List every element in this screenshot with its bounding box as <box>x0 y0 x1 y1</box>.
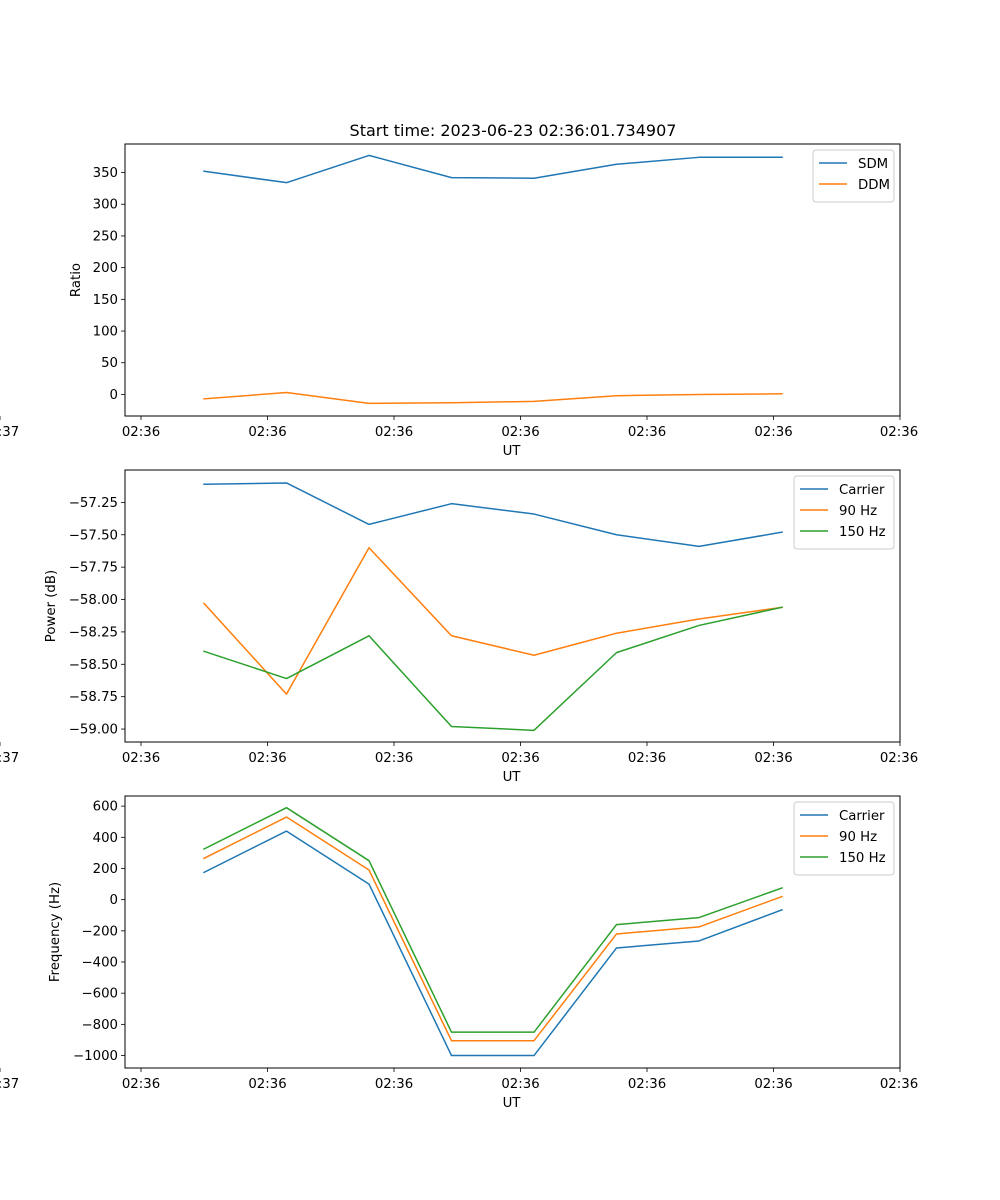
figure-title: Start time: 2023-06-23 02:36:01.734907 <box>350 121 677 140</box>
y-tick-label: −200 <box>81 924 118 939</box>
y-tick-label: 200 <box>93 862 118 877</box>
legend-entry: 150 Hz <box>839 525 886 540</box>
x-tick-label: 02:36 <box>628 1077 666 1092</box>
x-tick-label: 02:36 <box>122 751 160 766</box>
x-tick-label: 02:36 <box>248 751 286 766</box>
x-tick-label: 02:36 <box>754 425 792 440</box>
y-tick-label: −58.75 <box>69 690 118 705</box>
x-tick-label: 02:36 <box>375 1077 413 1092</box>
axes-frame <box>124 795 901 1069</box>
series-line-150-hz <box>203 606 783 732</box>
y-tick-label: −59.00 <box>69 723 118 738</box>
legend-entry: 90 Hz <box>839 504 877 519</box>
y-axis-label: Ratio <box>69 263 84 297</box>
x-tick-label: 02:37 <box>0 751 19 766</box>
series-line-carrier <box>202 830 783 1057</box>
y-tick-label: 150 <box>93 293 118 308</box>
x-tick-label: 02:36 <box>754 751 792 766</box>
series-line-sdm <box>203 154 783 184</box>
axes-frame <box>124 143 901 417</box>
x-tick-label: 02:36 <box>880 425 918 440</box>
x-tick-label: 02:36 <box>880 1077 918 1092</box>
y-axis-label: Power (dB) <box>44 570 59 642</box>
legend: Carrier 90 Hz 150 Hz <box>793 801 895 876</box>
series-line-90-hz <box>202 816 783 1042</box>
y-tick-label: 200 <box>93 261 118 276</box>
y-tick-label: 0 <box>110 893 118 908</box>
y-tick-label: 0 <box>110 388 118 403</box>
series-line-150-hz <box>202 806 783 1033</box>
y-tick-label: −400 <box>81 956 118 971</box>
legend-entry: Carrier <box>839 809 885 824</box>
subplot-2: 02:36 02:36 02:36 02:36 02:36 02:36 02:36 02:37… <box>0 469 918 785</box>
y-tick-label: 350 <box>93 166 118 181</box>
x-tick-label: 02:36 <box>880 751 918 766</box>
subplot-3: 02:36 02:36 02:36 02:36 02:36 02:36 02:36 02:37… <box>0 795 918 1111</box>
x-tick-label: 02:36 <box>375 751 413 766</box>
y-tick-label: 100 <box>93 325 118 340</box>
legend-entry: 90 Hz <box>839 830 877 845</box>
y-tick-label: −57.50 <box>69 528 118 543</box>
x-tick-label: 02:36 <box>754 1077 792 1092</box>
x-tick-label: 02:36 <box>628 425 666 440</box>
series-line-90-hz <box>202 546 783 695</box>
axes-frame <box>124 469 901 743</box>
y-tick-label: −600 <box>81 987 118 1002</box>
x-tick-label: 02:36 <box>628 751 666 766</box>
x-tick-label: 02:36 <box>501 751 539 766</box>
legend: Carrier 90 Hz 150 Hz <box>793 475 895 550</box>
subplots: 02:36 02:36 02:36 02:36 02:36 02:36 02:36 02:37… <box>0 143 918 1111</box>
legend-entry: SDM <box>858 157 888 172</box>
y-tick-label: 50 <box>101 356 118 371</box>
y-tick-label: −58.50 <box>69 658 118 673</box>
x-axis-label: UT <box>503 444 522 459</box>
series-line-ddm <box>203 391 783 405</box>
x-tick-label: 02:37 <box>0 425 19 440</box>
y-axis-label: Frequency (Hz) <box>48 882 63 982</box>
y-tick-label: 250 <box>93 229 118 244</box>
x-tick-label: 02:37 <box>0 1077 19 1092</box>
legend-entry: DDM <box>858 178 890 193</box>
y-tick-label: 300 <box>93 198 118 213</box>
x-tick-label: 02:36 <box>122 425 160 440</box>
x-tick-label: 02:36 <box>122 1077 160 1092</box>
legend: SDM DDM <box>812 149 895 203</box>
y-tick-label: −800 <box>81 1018 118 1033</box>
x-tick-label: 02:36 <box>248 1077 286 1092</box>
subplot-1: 02:36 02:36 02:36 02:36 02:36 02:36 02:36 02:37… <box>0 143 918 459</box>
y-tick-label: −58.25 <box>69 625 118 640</box>
legend-entry: Carrier <box>839 483 885 498</box>
series-line-carrier <box>203 482 783 548</box>
y-tick-label: −57.25 <box>69 496 118 511</box>
x-tick-label: 02:36 <box>375 425 413 440</box>
x-tick-label: 02:36 <box>501 1077 539 1092</box>
y-tick-label: 600 <box>93 800 118 815</box>
x-tick-label: 02:36 <box>501 425 539 440</box>
y-tick-label: −58.00 <box>69 593 118 608</box>
x-axis-label: UT <box>503 770 522 785</box>
x-axis-label: UT <box>503 1096 522 1111</box>
y-tick-label: −57.75 <box>69 561 118 576</box>
x-tick-label: 02:36 <box>248 425 286 440</box>
legend-entry: 150 Hz <box>839 851 886 866</box>
y-tick-label: 400 <box>93 831 118 846</box>
y-tick-label: −1000 <box>73 1049 118 1064</box>
